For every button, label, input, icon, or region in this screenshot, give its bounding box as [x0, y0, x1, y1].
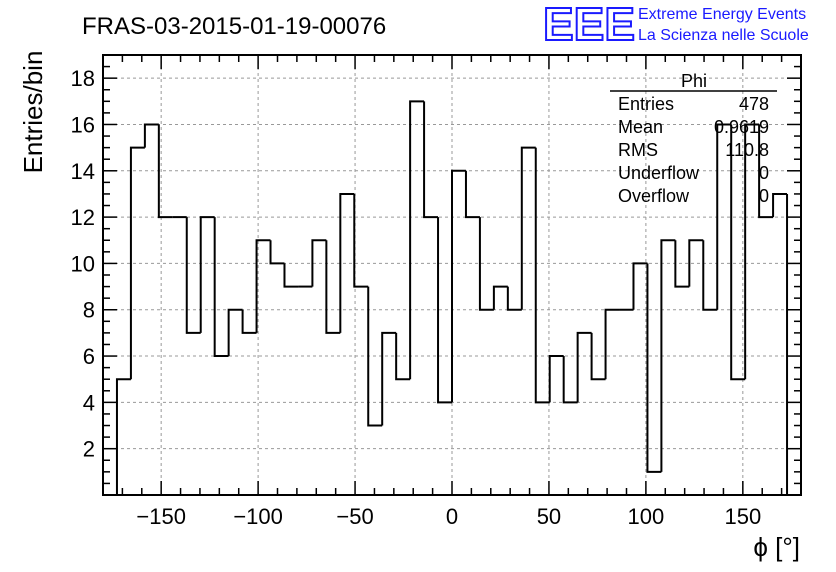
histogram-bin [534, 147, 550, 404]
histogram-bin [548, 355, 564, 403]
x-tick-label: 0 [446, 504, 458, 529]
histogram-bin [213, 217, 229, 358]
histogram-bin [674, 240, 690, 288]
x-tick-label: 150 [724, 504, 761, 529]
histogram-bin [576, 331, 592, 403]
histogram-bin [730, 124, 746, 381]
histogram-bin [758, 124, 774, 219]
histogram-bin [395, 332, 411, 381]
histogram-bin [716, 123, 732, 310]
logo-line-2: La Scienza nelle Scuole [638, 27, 809, 44]
stats-mean-value: 0.9619 [714, 117, 769, 137]
stats-rms-value: 110.8 [725, 140, 769, 160]
y-tick-label: 2 [83, 437, 95, 462]
axes: −150 −100 −50 0 50 100 150 2 4 6 8 10 12 14 16 18 [71, 54, 802, 529]
logo-line-1: Extreme Energy Events [638, 6, 806, 23]
x-tick-label: −50 [336, 504, 373, 529]
x-tick-label: 100 [628, 504, 665, 529]
x-axis-label: ϕ [°] [753, 532, 800, 562]
histogram-bin [744, 123, 760, 380]
histogram-bin [688, 239, 704, 287]
y-tick-label: 16 [71, 112, 95, 137]
histogram-bin [437, 217, 452, 404]
stats-underflow-value: 0 [759, 163, 769, 183]
y-tick-label: 8 [83, 298, 95, 323]
stats-title: Phi [681, 71, 707, 91]
histogram-bin [157, 124, 173, 219]
histogram-bin [492, 285, 508, 310]
histogram-bin [129, 146, 145, 380]
y-tick-label: 4 [83, 390, 95, 415]
histogram-bin [409, 100, 425, 380]
histogram-bin [506, 286, 522, 311]
histogram-bin [772, 192, 788, 218]
histogram-bin [464, 170, 480, 219]
histogram-bin [311, 239, 327, 287]
y-tick-label: 18 [71, 66, 95, 91]
stats-entries-value: 478 [739, 94, 769, 114]
histogram-bin [255, 239, 271, 333]
experiment-logo: EEE Extreme Energy Events La Scienza nel… [542, 0, 809, 51]
histogram-bin [325, 240, 341, 334]
stats-entries-label: Entries [618, 94, 674, 114]
histogram-bin [339, 192, 355, 333]
histogram-bin [646, 263, 662, 473]
stats-box: Phi Entries 478 Mean 0.9619 RMS 110.8 Un… [610, 71, 777, 206]
stats-rms-label: RMS [618, 140, 658, 160]
y-tick-label: 12 [71, 205, 95, 230]
y-tick-label: 10 [71, 251, 95, 276]
histogram-bin [632, 262, 648, 310]
histogram-bin [185, 217, 201, 334]
stats-mean-label: Mean [618, 117, 663, 137]
stats-overflow-value: 0 [759, 186, 769, 206]
histogram-bin [115, 378, 131, 495]
histogram-bin [423, 101, 439, 219]
stats-overflow-label: Overflow [618, 186, 690, 206]
histogram-bin [590, 332, 606, 381]
histogram-bin [241, 309, 257, 334]
histogram-bin [520, 146, 536, 310]
histogram-bin [451, 169, 466, 403]
histogram-bin [702, 240, 718, 311]
x-tick-label: −150 [136, 504, 186, 529]
stats-underflow-label: Underflow [618, 163, 700, 183]
x-tick-label: 50 [537, 504, 561, 529]
histogram-bin [604, 308, 620, 380]
histogram-bin [199, 216, 215, 333]
histogram-bin [562, 356, 578, 404]
logo-mark: EEE [543, 0, 635, 50]
histogram-bin [143, 123, 159, 148]
histogram-bin [367, 286, 383, 427]
x-tick-label: −100 [233, 504, 283, 529]
histogram-bin [283, 263, 299, 288]
histogram-bin [381, 331, 397, 426]
histogram-bin [660, 239, 676, 472]
histogram-bin [353, 193, 369, 288]
y-tick-label: 6 [83, 344, 95, 369]
histogram-bin [269, 240, 285, 265]
y-tick-label: 14 [71, 159, 95, 184]
chart-title: FRAS-03-2015-01-19-00076 [82, 13, 386, 40]
histogram-bin [478, 217, 494, 311]
histogram-bin [227, 308, 243, 357]
y-axis-label: Entries/bin [18, 51, 48, 174]
